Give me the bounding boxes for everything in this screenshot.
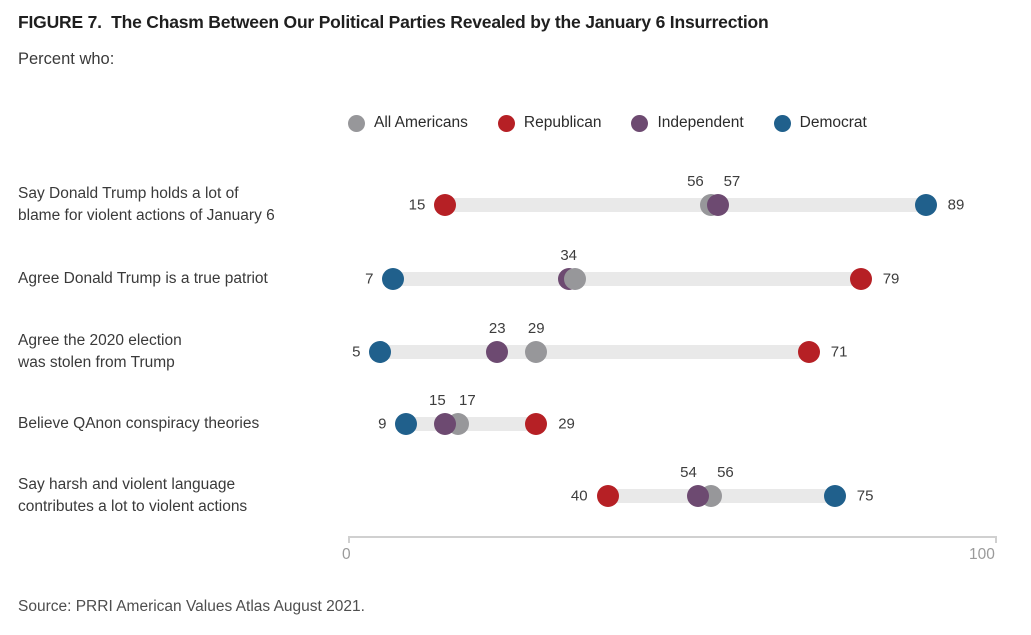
value-label: 89 xyxy=(947,196,965,214)
value-label: 57 xyxy=(723,173,741,190)
category-label: Agree Donald Trump is a true patriot xyxy=(18,270,268,287)
legend-label: Independent xyxy=(657,114,744,131)
data-dot-independent xyxy=(706,194,729,216)
category-label: Believe QAnon conspiracy theories xyxy=(18,415,260,432)
data-dot-all-americans xyxy=(563,268,586,290)
data-dot-republican xyxy=(849,268,872,290)
value-label: 75 xyxy=(856,487,874,505)
legend-dot-icon xyxy=(631,114,649,132)
source-note: Source: PRRI American Values Atlas Augus… xyxy=(18,598,365,615)
data-dot-democrat xyxy=(823,485,846,507)
value-label: 71 xyxy=(830,343,848,361)
value-label: 40 xyxy=(570,487,588,505)
data-dot-independent xyxy=(486,341,509,363)
legend-dot-icon xyxy=(773,114,791,132)
row-track xyxy=(437,198,934,212)
legend-label: Republican xyxy=(523,114,602,131)
legend-item-republican: Republican xyxy=(497,114,602,132)
figure-label: FIGURE 7. xyxy=(18,12,102,32)
value-label: 56 xyxy=(687,173,704,190)
data-dot-independent xyxy=(687,485,710,507)
row-track xyxy=(398,417,545,431)
data-dot-democrat xyxy=(395,413,418,435)
figure-title-text: The Chasm Between Our Political Parties … xyxy=(111,12,769,32)
row-track xyxy=(372,345,817,359)
value-label: 23 xyxy=(488,320,506,337)
value-label: 9 xyxy=(378,415,387,433)
figure-title: FIGURE 7. The Chasm Between Our Politica… xyxy=(18,12,1008,33)
data-dot-democrat xyxy=(914,194,937,216)
value-label: 17 xyxy=(458,392,476,409)
value-label: 7 xyxy=(365,270,374,288)
category-label: Agree the 2020 election was stolen from T… xyxy=(18,332,182,371)
data-dot-independent xyxy=(434,413,457,435)
x-axis-tick-right xyxy=(995,538,997,543)
value-label: 15 xyxy=(408,196,426,214)
legend-item-all-americans: All Americans xyxy=(348,114,468,132)
value-label: 15 xyxy=(429,392,446,409)
x-axis-label-max: 100 xyxy=(969,546,995,563)
value-label: 34 xyxy=(560,247,577,264)
category-label: Say harsh and violent language contribute… xyxy=(18,476,248,515)
row-track xyxy=(385,272,869,286)
data-dot-all-americans xyxy=(525,341,548,363)
legend-dot-icon xyxy=(348,114,365,132)
x-axis-label-min: 0 xyxy=(342,546,351,563)
data-dot-republican xyxy=(797,341,820,363)
legend-dot-icon xyxy=(497,114,515,132)
legend-label: All Americans xyxy=(374,114,468,131)
data-dot-republican xyxy=(434,194,457,216)
figure-subtitle: Percent who: xyxy=(18,50,115,68)
value-label: 29 xyxy=(527,320,545,337)
x-axis xyxy=(348,536,997,544)
value-label: 54 xyxy=(680,464,697,481)
legend-label: Democrat xyxy=(799,114,867,131)
x-axis-tick-left xyxy=(348,538,350,543)
chart-legend: All Americans Republican Independent Democr… xyxy=(348,110,867,136)
value-label: 79 xyxy=(882,270,900,288)
data-dot-democrat xyxy=(382,268,405,290)
data-dot-democrat xyxy=(369,341,392,363)
data-dot-republican xyxy=(525,413,548,435)
value-label: 56 xyxy=(717,464,734,481)
legend-item-independent: Independent xyxy=(631,114,744,132)
category-label: Say Donald Trump holds a lot of blame for… xyxy=(18,185,275,224)
value-label: 5 xyxy=(352,343,361,361)
legend-item-democrat: Democrat xyxy=(773,114,867,132)
data-dot-republican xyxy=(596,485,619,507)
value-label: 29 xyxy=(558,415,575,433)
